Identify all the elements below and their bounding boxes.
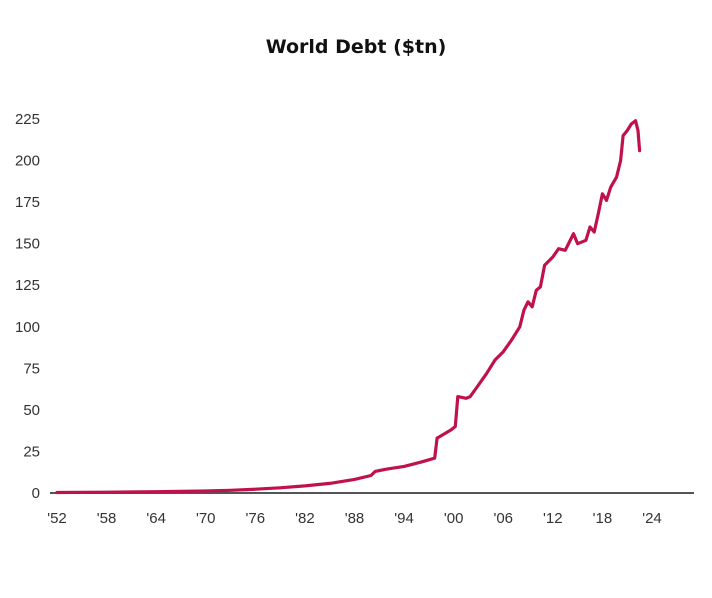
y-tick-label: 50 [23,402,40,419]
x-tick-label: '70 [196,510,216,527]
y-tick-label: 75 [23,360,40,377]
y-tick-label: 225 [15,111,40,128]
x-tick-label: '88 [345,510,365,527]
world-debt-line [55,119,642,495]
y-tick-label: 200 [15,153,40,170]
y-tick-label: 25 [23,443,40,460]
y-axis-tick-labels: 0 25 50 75 100 125 150 175 200 225 [15,111,40,502]
y-tick-label: 125 [15,277,40,294]
x-tick-label: '76 [246,510,266,527]
x-tick-label: '18 [593,510,613,527]
y-tick-label: 175 [15,194,40,211]
chart-title: World Debt ($tn) [265,36,447,58]
x-tick-label: '82 [295,510,315,527]
x-tick-label: '94 [394,510,414,527]
x-axis-tick-labels: '52 '58 '64 '70 '76 '82 '88 '94 '00 '06 '12 '18 '24 [47,510,662,527]
x-tick-label: '12 [543,510,563,527]
x-tick-label: '06 [493,510,513,527]
x-tick-label: '64 [146,510,166,527]
x-tick-label: '00 [444,510,464,527]
x-tick-label: '24 [642,510,662,527]
x-tick-label: '58 [97,510,117,527]
y-tick-label: 0 [32,485,40,502]
y-tick-label: 100 [15,319,40,336]
y-tick-label: 150 [15,236,40,253]
x-tick-label: '52 [47,510,67,527]
